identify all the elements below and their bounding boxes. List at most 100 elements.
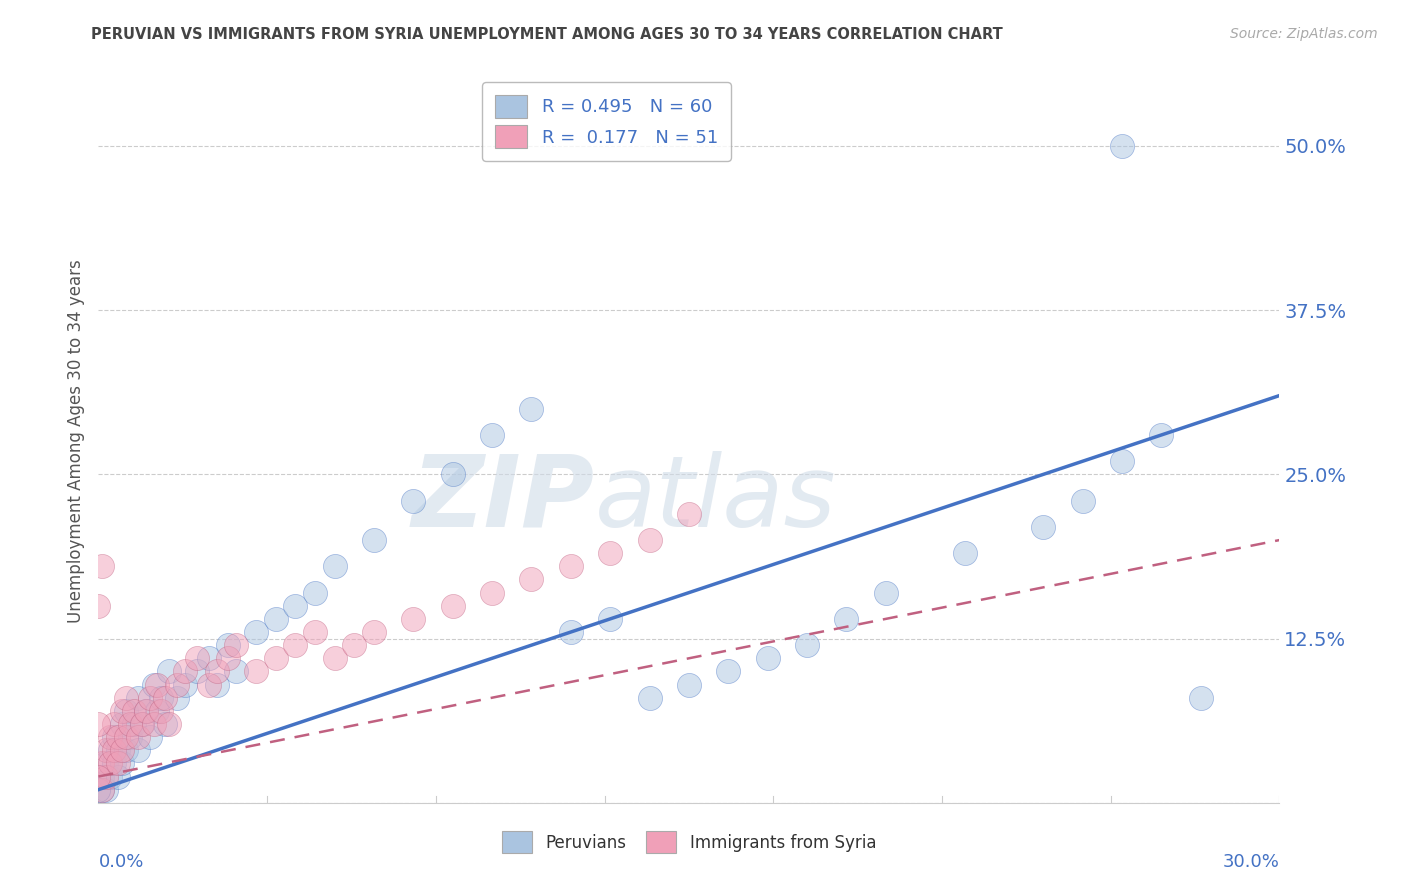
Point (150, 690, 173, 705)
Point (186, 665, 208, 679)
Point (599, 612, 621, 626)
Point (118, 717, 141, 731)
Point (678, 507, 700, 521)
Point (103, 756, 125, 771)
Point (284, 599, 307, 613)
Point (96, 756, 118, 771)
Point (146, 677, 169, 691)
Point (127, 743, 149, 757)
Point (103, 730, 125, 744)
Point (122, 717, 145, 731)
Point (111, 704, 134, 718)
Point (284, 638, 307, 652)
Point (599, 546, 621, 560)
Point (264, 651, 287, 665)
Point (205, 677, 228, 691)
Point (1111, 454, 1133, 468)
Point (796, 638, 818, 652)
Point (245, 625, 267, 640)
Point (107, 743, 129, 757)
Point (142, 677, 165, 691)
Point (127, 730, 149, 744)
Point (323, 559, 346, 574)
Point (107, 730, 129, 744)
Point (225, 665, 247, 679)
Point (1150, 428, 1173, 442)
Point (225, 638, 247, 652)
Point (441, 599, 464, 613)
Point (91, 782, 114, 797)
Point (150, 704, 173, 718)
Point (402, 612, 425, 626)
Point (87, 770, 110, 784)
Point (481, 585, 503, 599)
Point (115, 730, 138, 744)
Point (98, 770, 121, 784)
Point (111, 756, 134, 771)
Point (111, 743, 134, 757)
Point (96, 770, 118, 784)
Point (197, 651, 219, 665)
Point (186, 651, 208, 665)
Point (157, 717, 180, 731)
Point (1189, 690, 1212, 705)
Point (481, 428, 503, 442)
Point (98, 756, 121, 771)
Point (197, 677, 219, 691)
Point (343, 638, 366, 652)
Point (87, 599, 110, 613)
Point (1071, 493, 1094, 508)
Point (875, 585, 897, 599)
Text: PERUVIAN VS IMMIGRANTS FROM SYRIA UNEMPLOYMENT AMONG AGES 30 TO 34 YEARS CORRELA: PERUVIAN VS IMMIGRANTS FROM SYRIA UNEMPL… (91, 27, 1002, 42)
Point (217, 638, 239, 652)
Point (1111, 139, 1133, 153)
Point (155, 717, 177, 731)
Point (91, 770, 114, 784)
Point (363, 625, 385, 640)
Point (264, 612, 287, 626)
Text: 30.0%: 30.0% (1223, 854, 1279, 871)
Point (87, 782, 110, 797)
Point (131, 717, 153, 731)
Legend: Peruvians, Immigrants from Syria: Peruvians, Immigrants from Syria (495, 825, 883, 860)
Point (135, 704, 157, 718)
Point (174, 677, 197, 691)
Point (1032, 520, 1054, 534)
Point (638, 533, 661, 547)
Point (103, 717, 125, 731)
Point (717, 665, 740, 679)
Point (402, 493, 425, 508)
Point (953, 546, 976, 560)
Text: ZIP: ZIP (412, 450, 595, 548)
Point (138, 730, 160, 744)
Point (98, 743, 121, 757)
Point (146, 704, 169, 718)
Text: atlas: atlas (595, 450, 837, 548)
Point (835, 612, 858, 626)
Text: 0.0%: 0.0% (98, 854, 143, 871)
Point (96, 782, 118, 797)
Point (111, 717, 134, 731)
Point (174, 665, 197, 679)
Point (115, 743, 138, 757)
Point (756, 651, 779, 665)
Point (560, 559, 582, 574)
Point (304, 585, 326, 599)
Point (98, 730, 121, 744)
Point (678, 677, 700, 691)
Point (166, 677, 188, 691)
Point (157, 665, 180, 679)
Point (217, 651, 239, 665)
Point (107, 770, 129, 784)
Point (441, 467, 464, 482)
Point (560, 625, 582, 640)
Y-axis label: Unemployment Among Ages 30 to 34 years: Unemployment Among Ages 30 to 34 years (66, 260, 84, 624)
Point (638, 690, 661, 705)
Point (115, 704, 138, 718)
Point (91, 782, 114, 797)
Point (115, 690, 138, 705)
Point (91, 756, 114, 771)
Text: Source: ZipAtlas.com: Source: ZipAtlas.com (1230, 27, 1378, 41)
Point (122, 704, 145, 718)
Point (166, 690, 188, 705)
